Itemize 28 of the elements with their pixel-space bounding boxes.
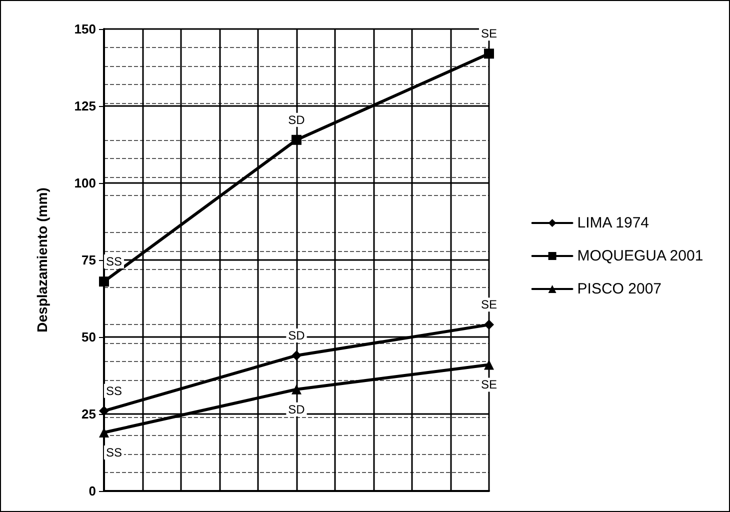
y-tick-label: 25 — [82, 406, 96, 422]
point — [484, 360, 494, 370]
data-label: SE — [480, 378, 498, 392]
y-tick-label: 125 — [74, 98, 96, 114]
y-tick-label: 150 — [74, 22, 96, 36]
point — [292, 350, 302, 360]
data-label: SS — [106, 445, 122, 460]
point — [99, 276, 109, 287]
point — [292, 384, 302, 394]
point — [484, 320, 494, 330]
point — [484, 48, 494, 59]
y-tick-label: 50 — [82, 330, 96, 344]
legend-label: LIMA 1974 — [577, 214, 650, 232]
data-label: SS — [106, 384, 122, 398]
y-tick-label: 100 — [74, 176, 96, 190]
y-axis-title: Desplazamiento (mm) — [34, 188, 50, 332]
data-label: SE — [480, 26, 498, 41]
y-tick-label: 75 — [82, 252, 96, 268]
legend-label: PISCO 2007 — [577, 280, 662, 298]
y-tick-label: 0 — [88, 484, 96, 498]
data-label: SD — [288, 328, 306, 342]
data-label: SD — [288, 402, 306, 416]
point — [99, 406, 109, 416]
data-label: SD — [288, 112, 306, 127]
legend-label: MOQUEGUA 2001 — [577, 248, 704, 264]
data-label: SS — [106, 254, 122, 269]
data-label: SE — [480, 298, 498, 312]
point — [292, 134, 302, 145]
